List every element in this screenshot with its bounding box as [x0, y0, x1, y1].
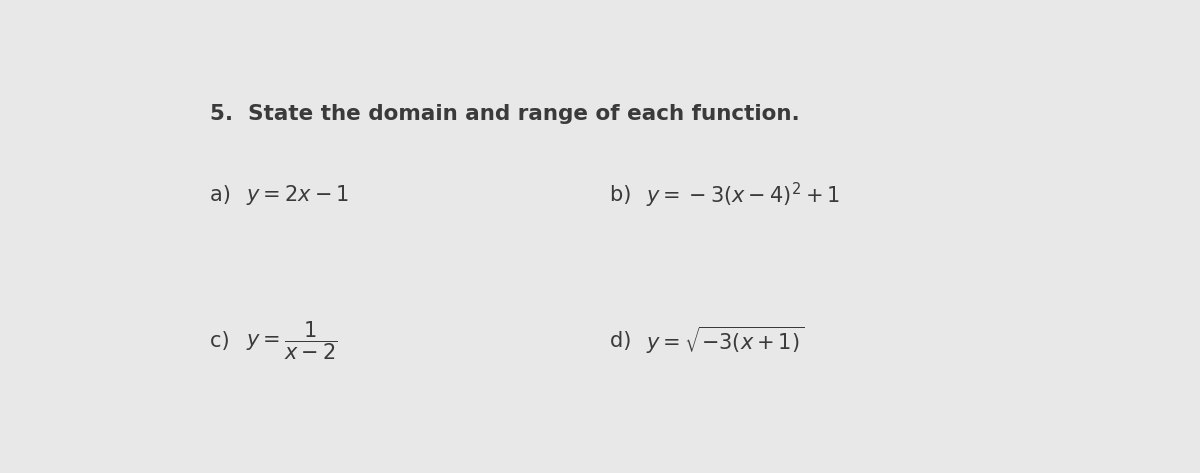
Text: $y = \dfrac{1}{x-2}$: $y = \dfrac{1}{x-2}$	[246, 320, 337, 362]
Text: d): d)	[611, 331, 638, 351]
Text: $y = \sqrt{-3(x + 1)}$: $y = \sqrt{-3(x + 1)}$	[646, 325, 804, 357]
Text: $y = -3(x - 4)^2 + 1$: $y = -3(x - 4)^2 + 1$	[646, 181, 840, 210]
Text: $y = 2x - 1$: $y = 2x - 1$	[246, 183, 349, 207]
Text: c): c)	[210, 331, 236, 351]
Text: b): b)	[611, 185, 638, 205]
Text: 5.  State the domain and range of each function.: 5. State the domain and range of each fu…	[210, 104, 800, 124]
Text: a): a)	[210, 185, 238, 205]
